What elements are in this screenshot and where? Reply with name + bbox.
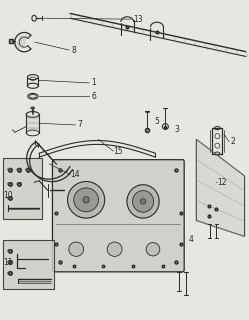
- Polygon shape: [196, 139, 245, 236]
- Text: 10: 10: [3, 191, 13, 200]
- Text: 11: 11: [3, 258, 13, 267]
- Ellipse shape: [140, 199, 146, 204]
- Text: 14: 14: [70, 170, 80, 179]
- Text: 4: 4: [189, 235, 194, 244]
- Ellipse shape: [67, 181, 105, 218]
- Text: 12: 12: [217, 178, 227, 187]
- Bar: [3, 158, 42, 219]
- Text: 5: 5: [154, 117, 159, 126]
- Text: 2: 2: [231, 137, 236, 146]
- Ellipse shape: [146, 243, 160, 256]
- Text: 7: 7: [77, 120, 82, 130]
- Text: 13: 13: [133, 15, 143, 24]
- Text: 6: 6: [91, 92, 96, 101]
- Text: 3: 3: [174, 125, 179, 134]
- Ellipse shape: [127, 185, 159, 218]
- Ellipse shape: [107, 242, 122, 256]
- Ellipse shape: [83, 197, 89, 203]
- Text: 15: 15: [113, 147, 123, 156]
- Text: 1: 1: [91, 78, 96, 87]
- Ellipse shape: [69, 242, 84, 256]
- FancyBboxPatch shape: [53, 160, 184, 272]
- Ellipse shape: [132, 191, 154, 212]
- Bar: [3, 240, 54, 289]
- Text: 8: 8: [71, 45, 76, 55]
- Ellipse shape: [74, 188, 99, 212]
